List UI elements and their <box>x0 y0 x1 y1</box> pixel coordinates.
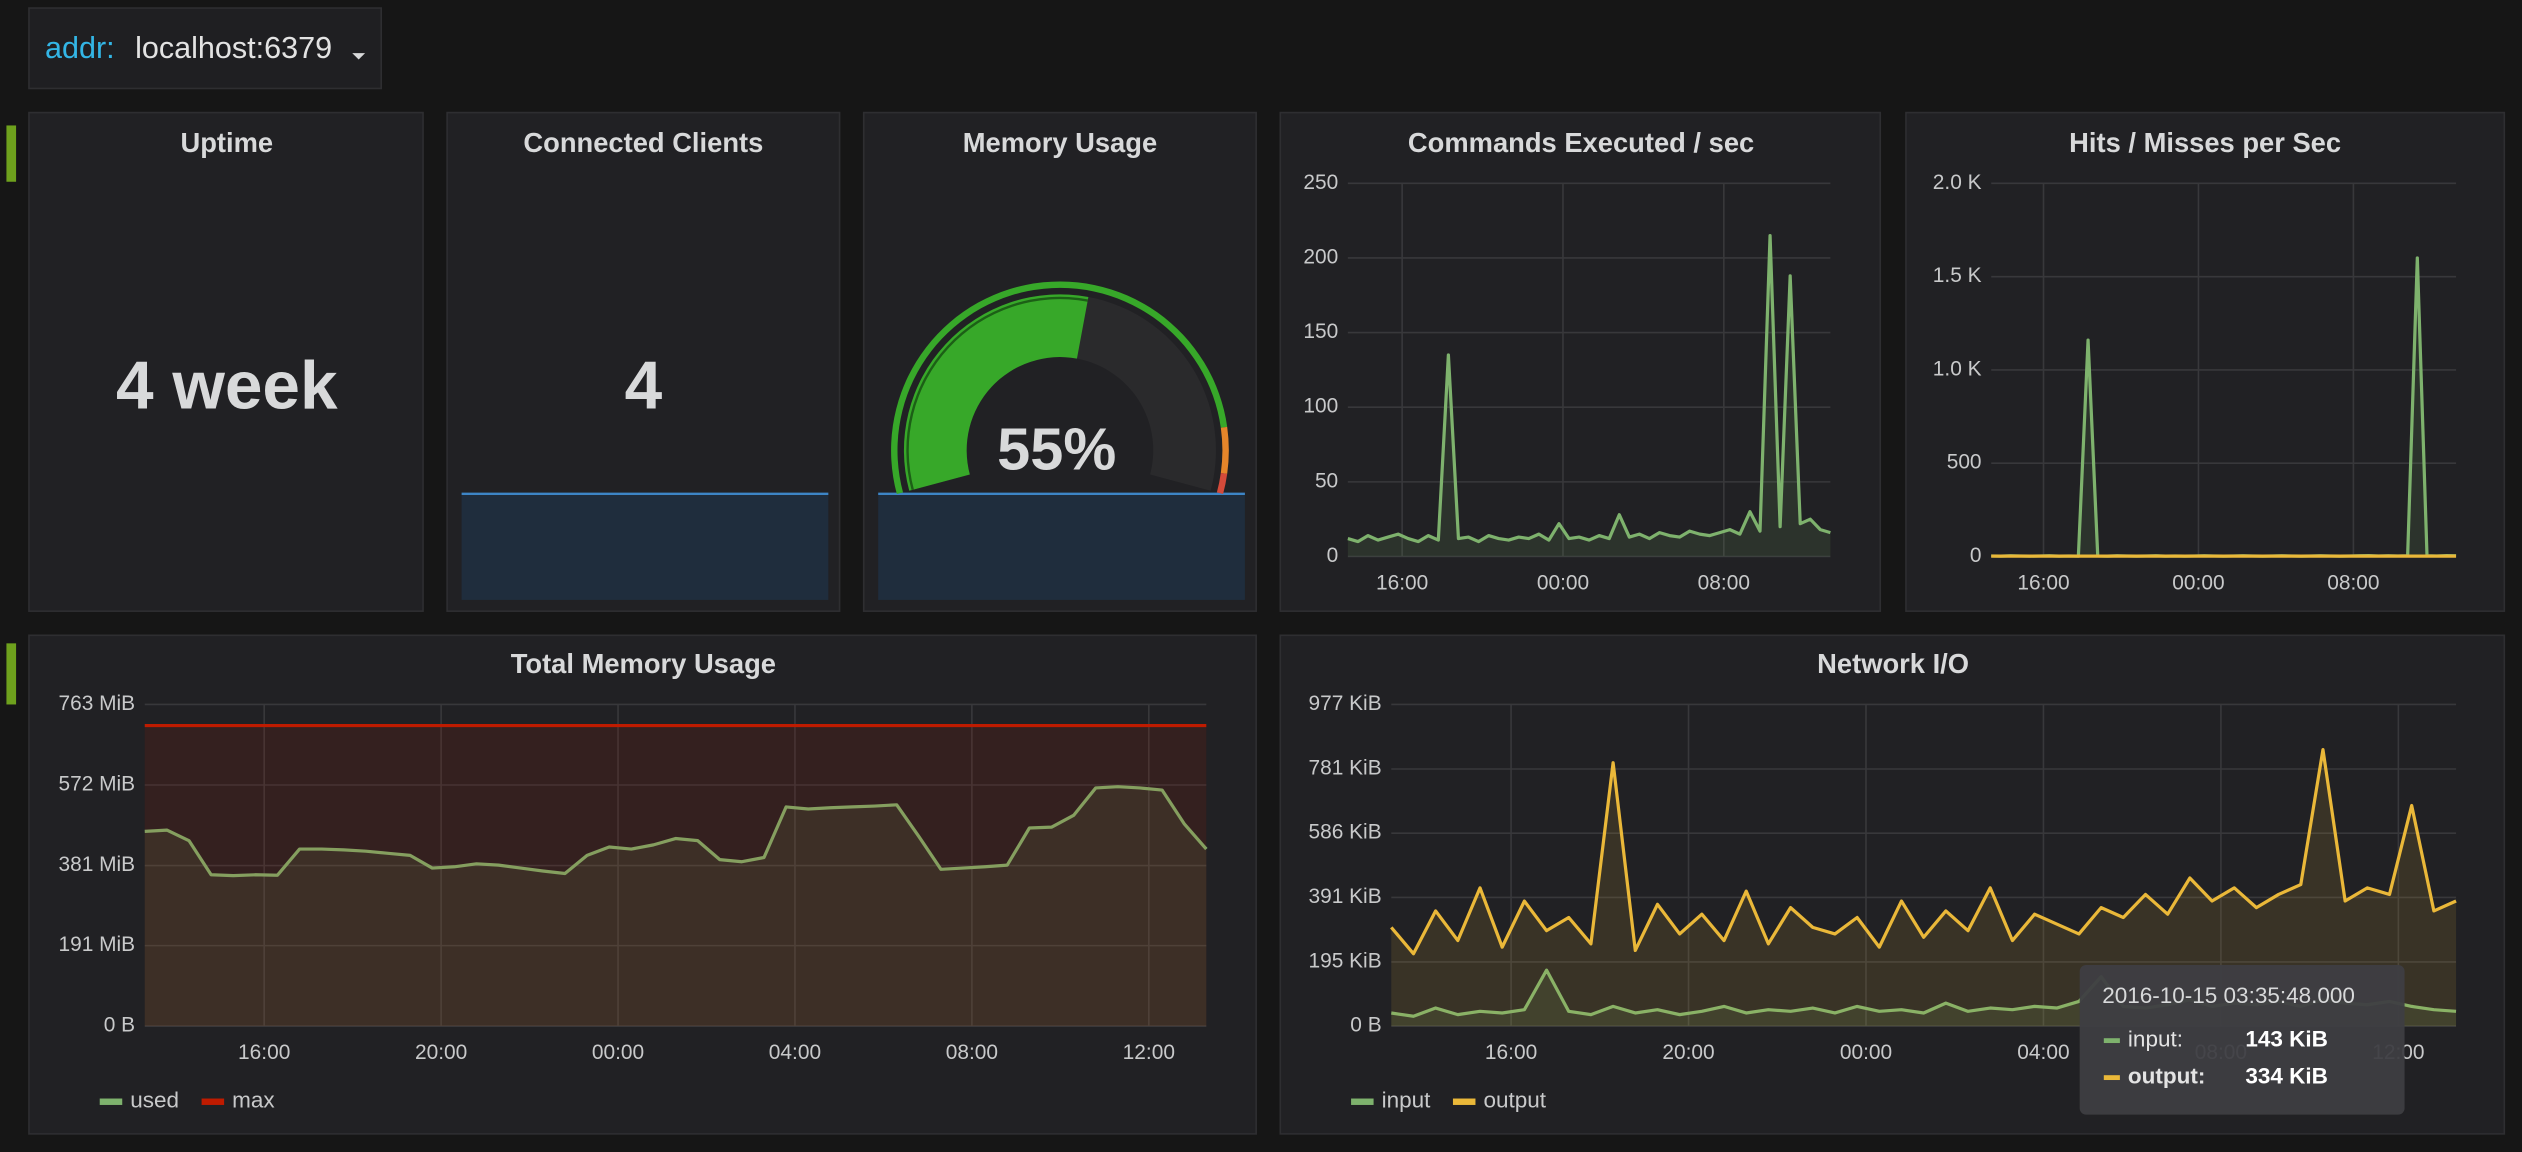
y-tick-label: 0 B <box>104 1014 135 1037</box>
x-tick-label: 16:00 <box>1485 1041 1537 1064</box>
y-tick-label: 586 KiB <box>1308 821 1381 844</box>
x-tick-label: 08:00 <box>1698 571 1750 594</box>
series-line <box>1390 747 2457 956</box>
panel-title: Network I/O <box>1817 648 1969 679</box>
series-area <box>1391 749 2457 1027</box>
series-area <box>144 786 1207 1027</box>
panel <box>28 111 424 612</box>
gauge <box>891 281 1229 495</box>
series-line <box>144 785 1208 878</box>
y-tick-label: 100 <box>1303 395 1338 418</box>
tooltip-label: input: <box>2128 1027 2183 1052</box>
y-tick-label: 1.0 K <box>1933 357 1982 380</box>
variable-box[interactable] <box>28 7 382 90</box>
y-tick-label: 0 <box>1970 544 1982 567</box>
x-tick-label: 00:00 <box>1537 571 1589 594</box>
y-tick-label: 250 <box>1303 171 1338 194</box>
legend-label: input <box>1382 1088 1432 1113</box>
sparkline-area <box>878 493 1245 600</box>
x-tick-label: 00:00 <box>2172 571 2224 594</box>
variable-picker[interactable]: addr: localhost:6379 <box>28 7 382 90</box>
panel-title: Total Memory Usage <box>511 648 776 679</box>
legend-swatch <box>99 1098 123 1105</box>
y-tick-label: 0 B <box>1350 1014 1381 1037</box>
variable-label: addr: <box>45 31 115 65</box>
y-tick-label: 1.5 K <box>1933 264 1982 287</box>
y-tick-label: 195 KiB <box>1308 949 1381 972</box>
panel-title: Uptime <box>180 127 273 158</box>
panel-title: Commands Executed / sec <box>1408 127 1754 158</box>
x-tick-label: 04:00 <box>2017 1041 2069 1064</box>
row-marker <box>6 125 17 182</box>
y-tick-label: 150 <box>1303 320 1338 343</box>
x-tick-label: 04:00 <box>769 1041 821 1064</box>
legend-label: used <box>130 1088 179 1113</box>
stat-value: 4 <box>625 349 663 424</box>
variable-value[interactable]: localhost:6379 <box>135 31 332 65</box>
panel-title: Connected Clients <box>523 127 763 158</box>
legend-swatch <box>1351 1098 1374 1105</box>
sparkline-area <box>461 493 829 600</box>
panel-title: Memory Usage <box>963 127 1157 158</box>
tooltip-time: 2016-10-15 03:35:48.000 <box>2102 983 2355 1008</box>
x-tick-label: 16:00 <box>1376 571 1428 594</box>
threshold-ring <box>1220 426 1229 474</box>
series-area <box>1347 235 1831 557</box>
x-tick-label: 16:00 <box>2017 571 2069 594</box>
row-marker <box>6 643 17 705</box>
y-tick-label: 763 MiB <box>58 692 135 715</box>
legend-label: max <box>232 1088 275 1113</box>
y-tick-label: 0 <box>1327 544 1339 567</box>
tooltip-swatch <box>2103 1038 2120 1044</box>
panel <box>1905 111 2506 612</box>
y-tick-label: 2.0 K <box>1933 171 1982 194</box>
tooltip-value: 143 KiB <box>2245 1027 2328 1052</box>
x-tick-label: 00:00 <box>592 1041 644 1064</box>
y-tick-label: 781 KiB <box>1308 757 1381 780</box>
y-tick-label: 50 <box>1315 469 1338 492</box>
y-tick-label: 381 MiB <box>58 853 135 876</box>
stat-value: 4 week <box>116 349 338 424</box>
series-line <box>1347 233 1831 544</box>
tooltip-swatch <box>2103 1075 2120 1081</box>
x-tick-label: 20:00 <box>1662 1041 1714 1064</box>
x-tick-label: 12:00 <box>1123 1041 1175 1064</box>
x-tick-label: 20:00 <box>415 1041 467 1064</box>
threshold-ring <box>1216 472 1228 495</box>
y-tick-label: 977 KiB <box>1308 692 1381 715</box>
tooltip-value: 334 KiB <box>2245 1064 2328 1089</box>
x-tick-label: 08:00 <box>2327 571 2379 594</box>
y-tick-label: 500 <box>1947 451 1982 474</box>
panel-title: Hits / Misses per Sec <box>2069 127 2341 158</box>
y-tick-label: 191 MiB <box>58 933 135 956</box>
legend-swatch <box>1452 1098 1476 1105</box>
x-tick-label: 16:00 <box>238 1041 290 1064</box>
dropdown-caret[interactable] <box>352 53 366 60</box>
x-tick-label: 08:00 <box>946 1041 998 1064</box>
y-tick-label: 391 KiB <box>1308 885 1381 908</box>
tooltip-label: output: <box>2128 1064 2205 1089</box>
gauge-value: 55% <box>997 415 1116 482</box>
y-tick-label: 572 MiB <box>58 773 135 796</box>
x-tick-label: 00:00 <box>1840 1041 1892 1064</box>
tooltip-box <box>2079 965 2405 1115</box>
legend-label: output <box>1484 1088 1547 1113</box>
panel <box>28 634 1257 1135</box>
legend-swatch <box>201 1098 225 1105</box>
y-tick-label: 200 <box>1303 245 1338 268</box>
series-area <box>144 725 1207 1027</box>
